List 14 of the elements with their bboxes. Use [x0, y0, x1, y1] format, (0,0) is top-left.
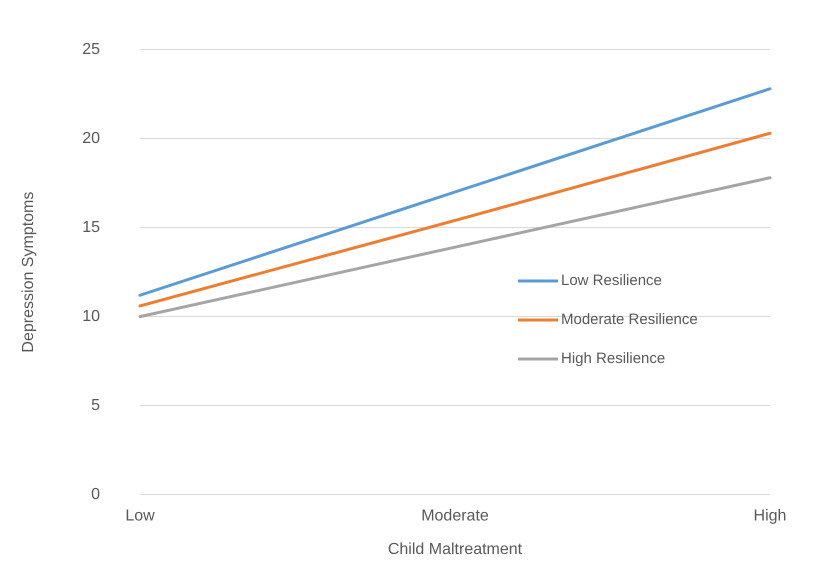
y-tick-label: 5	[91, 397, 100, 414]
x-axis-title: Child Maltreatment	[388, 540, 523, 558]
x-tick-label: High	[754, 508, 786, 525]
y-axis-title: Depression Symptoms	[20, 192, 38, 353]
y-tick-label: 20	[82, 130, 100, 148]
x-tick-label: Low	[125, 508, 156, 525]
y-tick-label: 15	[82, 219, 100, 236]
y-tick-label: 10	[82, 308, 100, 326]
legend-label: Low Resilience	[561, 272, 662, 290]
y-tick-label: 0	[91, 486, 100, 504]
x-tick-label: Moderate	[421, 508, 489, 525]
legend-label: High Resilience	[561, 350, 666, 368]
legend-label: Moderate Resilience	[561, 311, 698, 328]
y-tick-label: 25	[82, 41, 100, 58]
